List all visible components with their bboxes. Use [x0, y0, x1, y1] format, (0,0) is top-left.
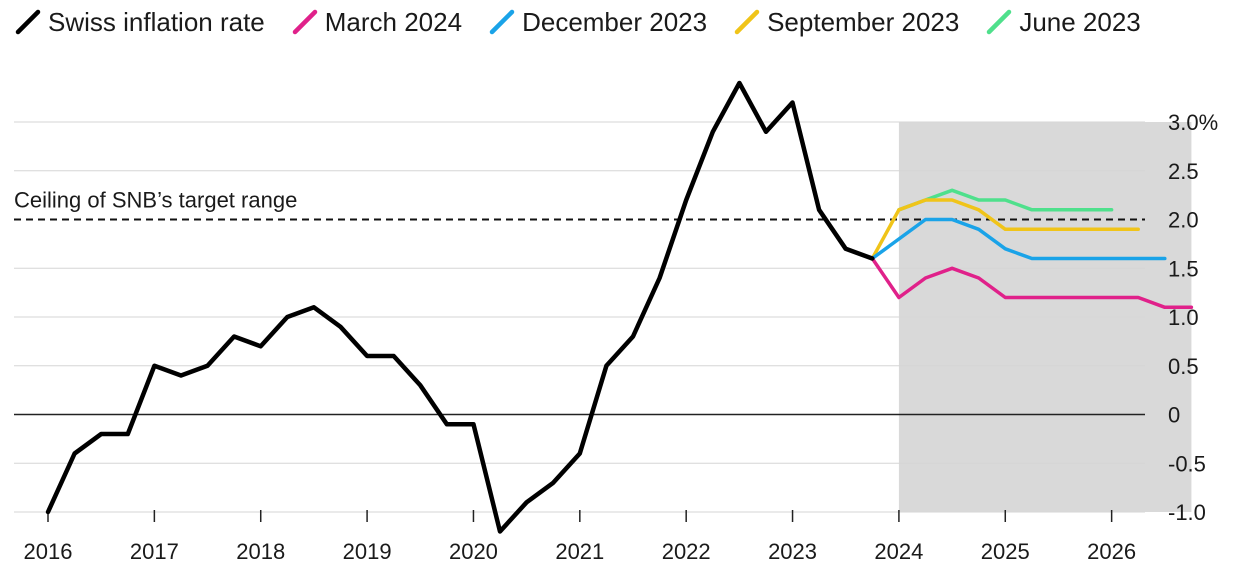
legend-item: March 2024	[291, 6, 462, 38]
legend-item: September 2023	[733, 6, 959, 38]
y-tick-label: 2.0	[1168, 208, 1199, 233]
series-line-swiss-inflation-rate	[45, 80, 875, 534]
y-tick-label: 2.5	[1168, 159, 1199, 184]
x-tick-label: 2026	[1087, 539, 1136, 564]
x-tick-label: 2018	[236, 539, 285, 564]
legend-label: September 2023	[767, 7, 960, 37]
snb-ceiling-label: Ceiling of SNB’s target range	[14, 188, 297, 213]
x-tick-label: 2022	[662, 539, 711, 564]
x-tick-label: 2023	[768, 539, 817, 564]
legend-swatch-icon	[15, 9, 41, 35]
y-tick-label: 1.0	[1168, 305, 1199, 330]
y-tick-label: 0	[1168, 403, 1180, 428]
legend-item: Swiss inflation rate	[14, 6, 265, 38]
y-tick-label: 0.5	[1168, 354, 1199, 379]
x-tick-label: 2017	[130, 539, 179, 564]
y-tick-label: -1.0	[1168, 500, 1206, 525]
series-line-september-2023	[870, 198, 1140, 261]
legend-item: December 2023	[488, 6, 707, 38]
legend-label: June 2023	[1019, 7, 1141, 37]
legend-label: March 2024	[324, 7, 463, 37]
series-line-june-2023	[897, 188, 1114, 212]
legend-item: June 2023	[985, 6, 1141, 38]
y-tick-label: 3.0%	[1168, 110, 1218, 135]
series-line-december-2023	[870, 217, 1167, 261]
legend-swatch-icon	[489, 9, 515, 35]
legend-swatch-icon	[734, 9, 760, 35]
x-tick-label: 2019	[343, 539, 392, 564]
y-tick-label: -0.5	[1168, 451, 1206, 476]
x-tick-label: 2020	[449, 539, 498, 564]
legend-label: December 2023	[522, 7, 708, 37]
x-tick-label: 2025	[981, 539, 1030, 564]
legend-swatch-icon	[987, 9, 1012, 35]
legend-label: Swiss inflation rate	[48, 7, 265, 37]
series-line-march-2024	[870, 256, 1194, 310]
x-tick-label: 2016	[24, 539, 73, 564]
chart-legend: Swiss inflation rate March 2024 December 2…	[14, 6, 1164, 38]
x-tick-label: 2021	[555, 539, 604, 564]
legend-swatch-icon	[292, 9, 318, 35]
y-tick-label: 1.5	[1168, 256, 1199, 281]
x-tick-label: 2024	[874, 539, 923, 564]
